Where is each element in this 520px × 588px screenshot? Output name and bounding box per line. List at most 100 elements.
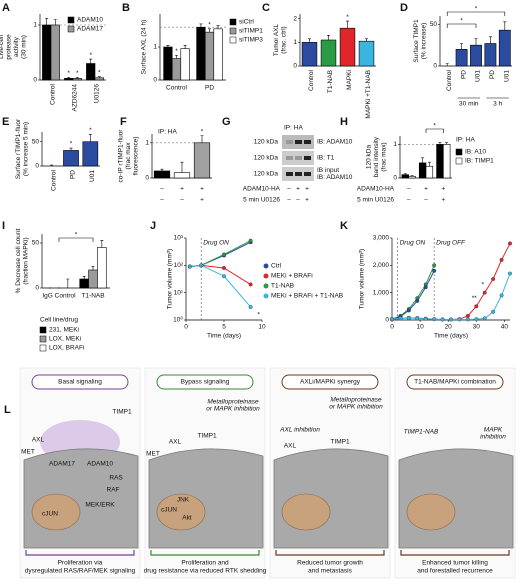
y-tick-label: 0	[35, 285, 39, 292]
condition-name: ADAM10-HA	[243, 186, 281, 193]
header: IP: HA	[456, 137, 475, 144]
diagram-note: or MAPK inhibition	[329, 404, 383, 411]
condition-sign: +	[441, 186, 445, 193]
x-tick-label: U01	[504, 70, 511, 82]
condition-sign: +	[200, 197, 204, 204]
diagram-note: Metalloproteinase	[330, 397, 382, 404]
bar	[401, 174, 409, 179]
bar	[171, 58, 182, 81]
x-tick-label: 40	[501, 324, 509, 331]
significance: **	[472, 295, 478, 302]
y-tick-label: 0	[385, 317, 389, 324]
caption: and forestalled recurrence	[417, 568, 493, 575]
legend-label: IB: TIMP1	[465, 158, 494, 165]
title-banner	[406, 374, 504, 390]
condition-sign: +	[296, 186, 300, 193]
bar	[443, 144, 451, 179]
y-axis-label: Tumor volume (mm³)	[359, 249, 366, 309]
condition-name: 5 min U0126	[243, 197, 280, 204]
data-point	[406, 308, 411, 313]
data-point	[415, 298, 420, 303]
bar	[484, 43, 497, 67]
legend-label: T1-NAB	[271, 283, 294, 290]
y-axis-label: 120 kDa	[366, 145, 373, 170]
diagram-label: Akt	[182, 515, 192, 522]
y-tick-label: 1	[145, 140, 149, 147]
y-axis-label: (% increase)	[421, 23, 428, 59]
x-tick-label: Control	[308, 69, 315, 91]
error-bar	[410, 175, 414, 177]
data-point	[508, 271, 512, 276]
condition-sign: +	[441, 197, 445, 204]
y-tick-label: 2	[293, 15, 297, 22]
event-label: Drug ON	[400, 240, 426, 247]
panel-letter: C	[262, 2, 270, 14]
y-tick-label: 1	[393, 141, 397, 148]
significance: *	[175, 48, 178, 55]
condition-sign: +	[305, 186, 309, 193]
y-tick-label: 2,000	[373, 262, 390, 269]
y-tick-label: 0	[393, 175, 397, 182]
legend-swatch	[455, 157, 463, 165]
legend-label: siTIMP1	[239, 28, 263, 35]
blot-band	[295, 172, 302, 176]
panel-title: Bypass signaling	[181, 379, 230, 386]
diagram-label: MET	[146, 451, 160, 458]
caption: Reduced tumor growth	[297, 560, 363, 567]
group-label: 3 h	[493, 101, 502, 108]
data-point	[491, 277, 496, 281]
bracket	[58, 237, 94, 242]
y-axis-label: protease	[6, 34, 13, 60]
legend-swatch	[229, 36, 237, 44]
legend-swatch	[39, 335, 47, 343]
error-bar	[474, 38, 478, 46]
x-tick-label: Control	[50, 169, 57, 191]
panel-letter: K	[340, 220, 348, 232]
x-tick-label: IgG Control	[42, 293, 76, 300]
diagram-note: AXL inhibition	[279, 427, 320, 434]
diagram-label: RAF	[107, 487, 120, 494]
diagram-label: AXL	[284, 443, 297, 450]
diagram-label: AXL	[169, 439, 182, 446]
blot-size: 120 kDa	[254, 139, 279, 146]
panel-letter: B	[122, 2, 130, 14]
x-tick-label: 5	[222, 324, 226, 331]
x-tick-label: MAPKi	[346, 70, 353, 90]
x-tick-label: U01	[475, 70, 482, 82]
y-tick-label: 1	[33, 22, 37, 29]
error-bar	[69, 147, 73, 151]
condition-sign: –	[180, 197, 184, 204]
error-bar	[45, 18, 49, 25]
nucleus	[406, 493, 456, 531]
x-tick-label: PD	[205, 85, 214, 92]
blot-probe: IB: ADAM10	[317, 139, 353, 146]
x-tick-label: 0	[390, 324, 394, 331]
bar	[97, 247, 107, 289]
title-banner	[281, 374, 379, 390]
y-tick-label: 10²	[174, 262, 184, 269]
y-axis-label: activity	[13, 36, 20, 57]
bar	[204, 31, 215, 81]
error-bar	[308, 38, 311, 43]
legend-swatch	[229, 27, 237, 35]
bar	[42, 24, 52, 81]
nucleus	[281, 493, 331, 531]
panel-letter: J	[150, 220, 156, 232]
error-bar	[89, 58, 93, 64]
event-label: Drug OFF	[436, 240, 466, 247]
x-tick-label: Control	[446, 69, 453, 91]
diagram-note: TIMP1-NAB	[404, 429, 439, 436]
error-bar	[199, 23, 203, 28]
caption: and metastasis	[308, 568, 352, 575]
series-line	[391, 265, 435, 320]
blot-band	[304, 156, 311, 160]
diagram-label: MET	[21, 449, 35, 456]
blot-size: 120 kDa	[254, 171, 279, 178]
bar	[408, 176, 416, 179]
data-point	[449, 317, 453, 322]
diagram-label: cJUN	[42, 511, 58, 518]
error-bar	[216, 25, 220, 29]
x-tick-label: AZD6244	[72, 84, 79, 112]
legend-label: MEKi + BRAFi + T1-NAB	[271, 293, 343, 300]
y-axis-label: co-IP rTIMP1-fluor	[118, 129, 125, 183]
